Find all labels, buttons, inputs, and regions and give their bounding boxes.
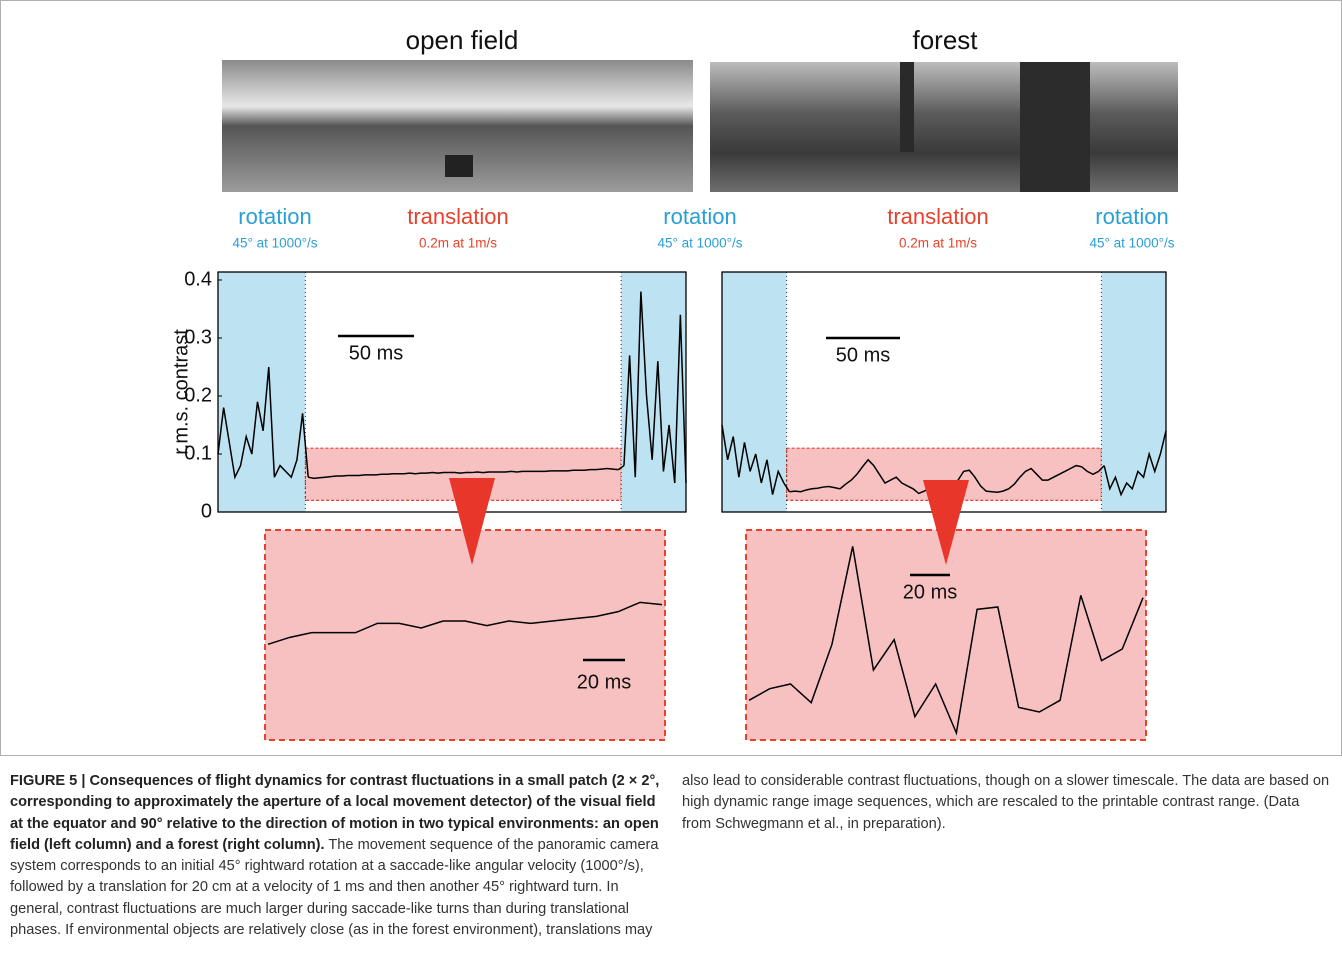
page: {"phase_labels": [ {"text": "rotation", …: [0, 0, 1342, 959]
caption: FIGURE 5 | Consequences of flight dynami…: [10, 771, 1332, 943]
scale-bar-label: 50 ms: [349, 342, 403, 364]
phase-label: translation: [887, 204, 989, 229]
phase-detail: 45° at 1000°/s: [1089, 236, 1174, 251]
inset-frame: [265, 530, 665, 740]
phase-detail: 45° at 1000°/s: [232, 236, 317, 251]
rotation-shade: [1101, 272, 1166, 512]
y-tick-label: 0.4: [184, 268, 212, 290]
phase-label: translation: [407, 204, 509, 229]
y-axis-label: r.m.s. contrast: [170, 329, 192, 455]
phase-label: rotation: [663, 204, 736, 229]
scale-bar-label: 50 ms: [836, 344, 890, 366]
phase-detail: 45° at 1000°/s: [657, 236, 742, 251]
scale-bar-label: 20 ms: [577, 671, 631, 693]
phase-detail: 0.2m at 1m/s: [899, 236, 977, 251]
phase-label: rotation: [238, 204, 311, 229]
phase-detail: 0.2m at 1m/s: [419, 236, 497, 251]
chart-title: forest: [912, 25, 978, 55]
photo-detail: [445, 155, 473, 177]
phase-label: rotation: [1095, 204, 1168, 229]
y-tick-label: 0: [201, 500, 212, 522]
photo-detail: [900, 62, 914, 152]
chart-title: open field: [406, 25, 519, 55]
photo-forest: [710, 62, 1178, 192]
scale-bar-label: 20 ms: [903, 581, 957, 603]
photo-detail: [1020, 62, 1090, 192]
